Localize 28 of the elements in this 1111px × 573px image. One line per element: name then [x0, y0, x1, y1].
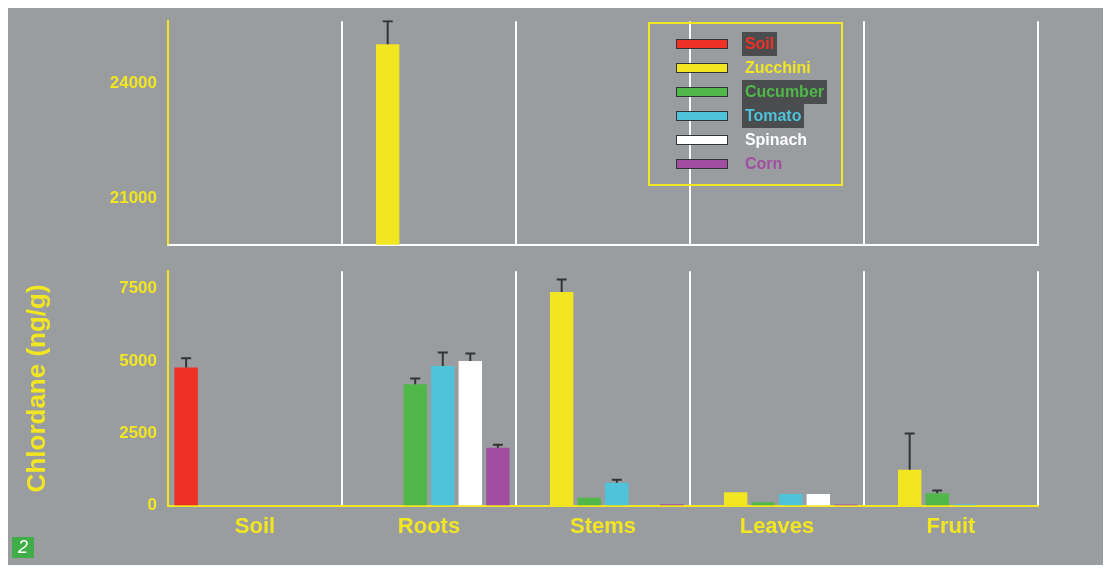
x-tick-label: Roots	[397, 512, 461, 538]
x-tick-label: Leaves	[739, 512, 815, 538]
bar	[174, 367, 198, 506]
y-tick-label: 7500	[119, 278, 157, 298]
bar	[779, 494, 803, 506]
legend-label: Soil	[741, 32, 778, 56]
y-axis-title: Chlordane (ng/g)	[20, 284, 51, 493]
legend-label: Zucchini	[743, 58, 812, 78]
legend-label: Tomato	[741, 104, 805, 128]
legend-label: Cucumber	[741, 80, 827, 104]
y-tick-label: 21000	[109, 188, 157, 208]
y-tick-label: 24000	[109, 72, 157, 92]
text: 2	[12, 537, 35, 558]
bar	[605, 482, 629, 506]
y-tick-label: 2500	[119, 422, 157, 442]
x-tick-label: Fruit	[926, 512, 977, 538]
x-tick-label: Soil	[234, 512, 276, 538]
y-tick-label: 0	[147, 495, 157, 515]
y-tick-label: 5000	[119, 350, 157, 370]
legend-label: Spinach	[743, 130, 809, 150]
x-tick-label: Stems	[569, 512, 637, 538]
legend-label: Corn	[743, 154, 784, 174]
bar	[486, 447, 510, 506]
bar	[806, 494, 831, 506]
bar	[925, 493, 949, 506]
bar	[458, 360, 483, 506]
bar	[431, 366, 455, 506]
bar	[403, 384, 427, 506]
